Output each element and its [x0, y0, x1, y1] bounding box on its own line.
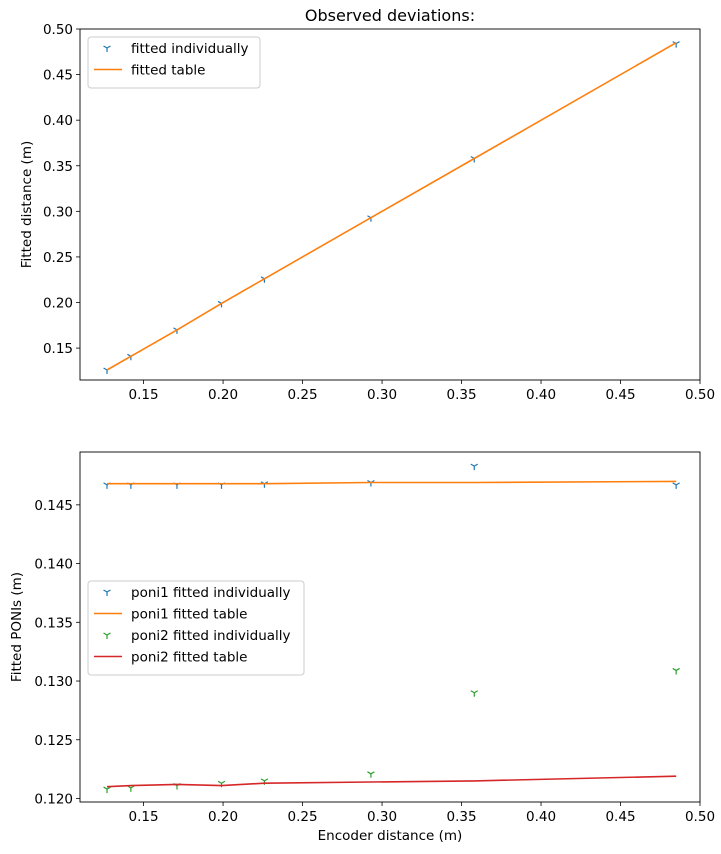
legend-swatch — [103, 45, 111, 52]
x-tick-label: 0.35 — [447, 387, 477, 403]
y-tick-label: 0.135 — [34, 615, 73, 631]
data-point — [103, 786, 111, 794]
y-tick-label: 0.25 — [43, 250, 73, 266]
legend-item: poni2 fitted table — [94, 650, 247, 666]
y-axis-label: Fitted distance (m) — [19, 141, 35, 268]
y-tick-label: 0.45 — [43, 68, 73, 84]
chart-title: Observed deviations: — [305, 6, 475, 25]
y-tick-label: 0.40 — [43, 113, 73, 129]
data-point — [367, 771, 375, 778]
axes-frame — [79, 451, 701, 803]
x-tick-label: 0.45 — [605, 387, 635, 403]
x-tick-label: 0.20 — [208, 387, 238, 403]
data-point — [672, 667, 680, 675]
x-tick-label: 0.40 — [526, 387, 556, 403]
y-tick-label: 0.145 — [34, 498, 73, 514]
y-tick-label: 0.50 — [43, 22, 73, 38]
x-tick-label: 0.50 — [685, 387, 715, 403]
y-tick-label: 0.30 — [43, 204, 73, 220]
series-line — [106, 775, 677, 788]
x-tick-label: 0.25 — [288, 387, 318, 403]
data-point — [470, 690, 479, 697]
legend-label: fitted table — [131, 63, 205, 79]
data-point — [470, 463, 479, 471]
x-tick-label: 0.15 — [129, 387, 159, 403]
series-3 — [106, 775, 677, 788]
legend-item: poni2 fitted individually — [103, 628, 291, 644]
x-tick-label: 0.40 — [526, 809, 556, 825]
y-tick-label: 0.20 — [43, 296, 73, 312]
x-tick-label: 0.30 — [367, 387, 397, 403]
y-tick-label: 0.130 — [34, 674, 73, 690]
y-tick-label: 0.35 — [43, 159, 73, 175]
legend-label: poni2 fitted table — [131, 650, 247, 666]
legend: fitted individually fitted table — [87, 36, 261, 89]
subplot-2: 0.15 0.20 0.25 0.30 0.35 0.40 0.45 0.50 0.120 0.1… — [9, 451, 715, 844]
axes-frame — [79, 28, 701, 381]
legend-label: poni2 fitted individually — [131, 628, 291, 644]
x-tick-label: 0.30 — [367, 809, 397, 825]
legend-swatch — [103, 589, 111, 596]
legend-label: fitted individually — [131, 41, 249, 57]
legend: poni1 fitted individually poni1 fitted ta… — [87, 580, 305, 676]
y-tick-label: 0.140 — [34, 557, 73, 573]
y-tick-label: 0.15 — [43, 341, 73, 357]
y-axis-label: Fitted PONIs (m) — [9, 572, 25, 682]
series-line — [106, 42, 677, 371]
legend-item: fitted table — [94, 63, 205, 79]
x-tick-label: 0.25 — [288, 809, 318, 825]
series-line — [107, 480, 677, 485]
legend-item: fitted individually — [103, 41, 249, 57]
legend-swatch — [103, 632, 111, 639]
x-tick-label: 0.15 — [129, 809, 159, 825]
legend-box — [87, 36, 261, 89]
subplot-1: Observed deviations: 0.15 0.20 0.25 0.30 0.35… — [19, 6, 715, 403]
legend-label: poni1 fitted individually — [131, 585, 291, 601]
legend-box — [87, 580, 305, 676]
series-1 — [106, 42, 677, 371]
y-tick-label: 0.120 — [34, 791, 73, 807]
x-axis-label: Encoder distance (m) — [318, 828, 463, 844]
y-tick-label: 0.125 — [34, 733, 73, 749]
series-2 — [103, 667, 680, 794]
legend-item: poni1 fitted individually — [103, 585, 291, 601]
x-tick-label: 0.20 — [208, 809, 238, 825]
legend-label: poni1 fitted table — [131, 607, 247, 623]
legend-item: poni1 fitted table — [94, 607, 247, 623]
x-tick-label: 0.50 — [685, 809, 715, 825]
series-1 — [107, 480, 677, 485]
x-tick-label: 0.45 — [605, 809, 635, 825]
x-tick-label: 0.35 — [447, 809, 477, 825]
data-point — [672, 482, 680, 489]
